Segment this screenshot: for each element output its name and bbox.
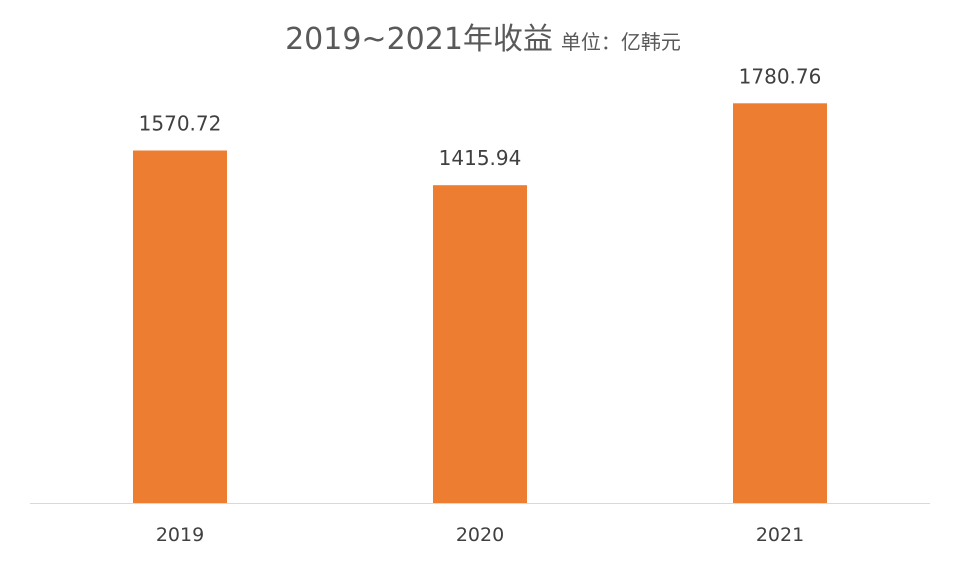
bar-2019 [133,150,227,503]
bar-2021 [733,103,827,504]
data-labels-layer: 1570.72 1415.94 1780.76 [139,64,822,170]
x-tick-label-2020: 2020 [456,524,504,546]
bars-layer [133,103,827,504]
data-label-2020: 1415.94 [439,146,522,170]
chart-title-block: 2019~2021年收益 单位：亿韩元 [0,14,966,58]
chart-unit-label: 单位：亿韩元 [560,30,681,54]
x-tick-labels-layer: 2019 2020 2021 [156,524,804,546]
chart-title: 2019~2021年收益 [285,22,553,57]
x-tick-label-2021: 2021 [756,524,804,546]
data-label-2021: 1780.76 [739,64,822,88]
bar-2020 [433,185,527,503]
data-label-2019: 1570.72 [139,112,222,136]
x-tick-label-2019: 2019 [156,524,204,546]
